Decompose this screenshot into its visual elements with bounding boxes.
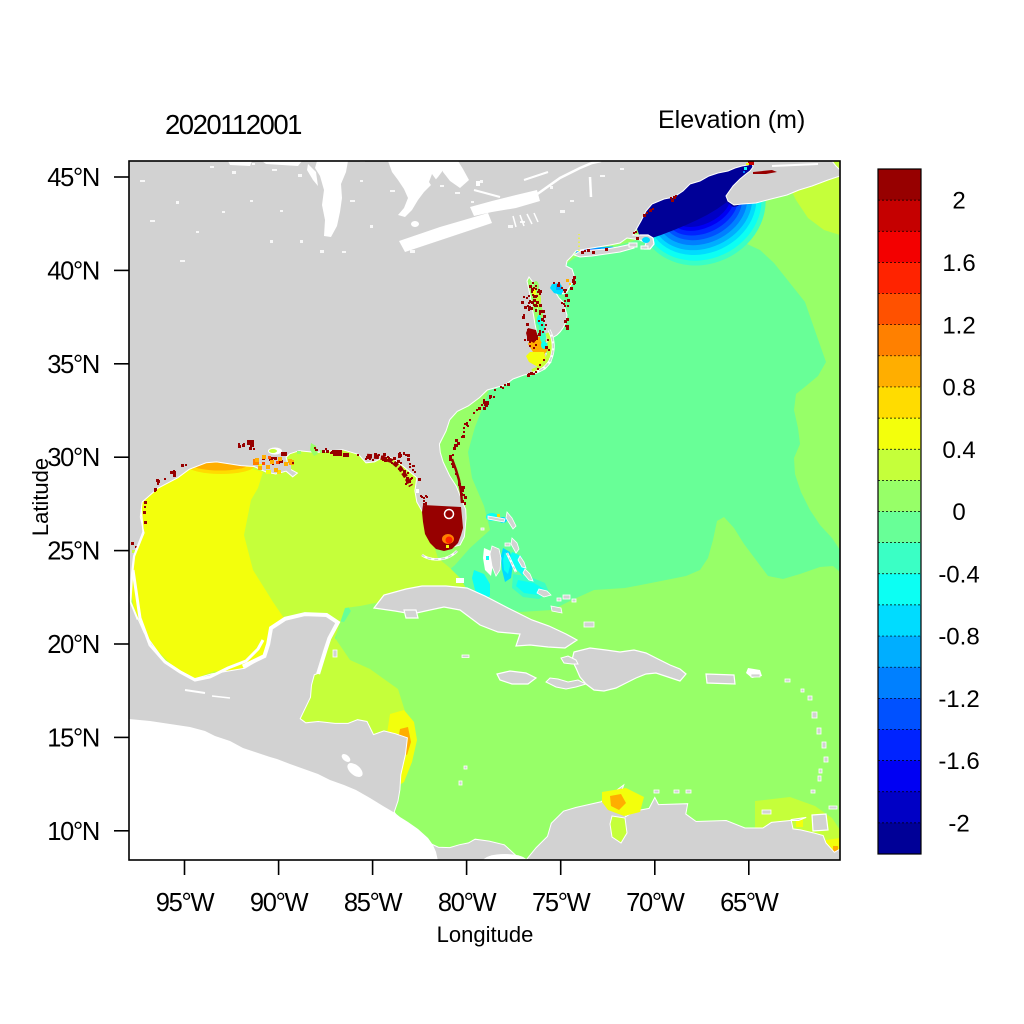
svg-text:35°N: 35°N	[47, 351, 99, 379]
svg-text:Latitude: Latitude	[28, 458, 53, 536]
svg-text:80°W: 80°W	[438, 889, 497, 917]
svg-text:15°N: 15°N	[47, 724, 99, 752]
svg-text:40°N: 40°N	[47, 257, 99, 285]
svg-text:1.2: 1.2	[942, 312, 975, 339]
svg-text:25°N: 25°N	[47, 538, 99, 566]
svg-text:20°N: 20°N	[47, 631, 99, 659]
svg-text:2020112001: 2020112001	[165, 109, 301, 140]
svg-text:65°W: 65°W	[720, 889, 779, 917]
svg-text:45°N: 45°N	[47, 164, 99, 192]
svg-text:0: 0	[952, 499, 965, 526]
svg-text:2: 2	[952, 188, 965, 215]
svg-text:-1.6: -1.6	[938, 748, 979, 775]
svg-text:0.4: 0.4	[942, 437, 975, 464]
svg-text:-2: -2	[948, 811, 969, 838]
svg-text:-1.2: -1.2	[938, 686, 979, 713]
svg-text:30°N: 30°N	[47, 444, 99, 472]
svg-text:1.6: 1.6	[942, 250, 975, 277]
svg-text:Elevation (m): Elevation (m)	[658, 106, 805, 134]
svg-text:0.8: 0.8	[942, 375, 975, 402]
svg-text:-0.4: -0.4	[938, 561, 979, 588]
svg-text:70°W: 70°W	[626, 889, 685, 917]
svg-text:Longitude: Longitude	[437, 922, 534, 947]
svg-text:95°W: 95°W	[156, 889, 215, 917]
svg-text:75°W: 75°W	[532, 889, 591, 917]
svg-text:85°W: 85°W	[344, 889, 403, 917]
svg-text:-0.8: -0.8	[938, 624, 979, 651]
svg-text:10°N: 10°N	[47, 818, 99, 846]
svg-text:90°W: 90°W	[250, 889, 309, 917]
